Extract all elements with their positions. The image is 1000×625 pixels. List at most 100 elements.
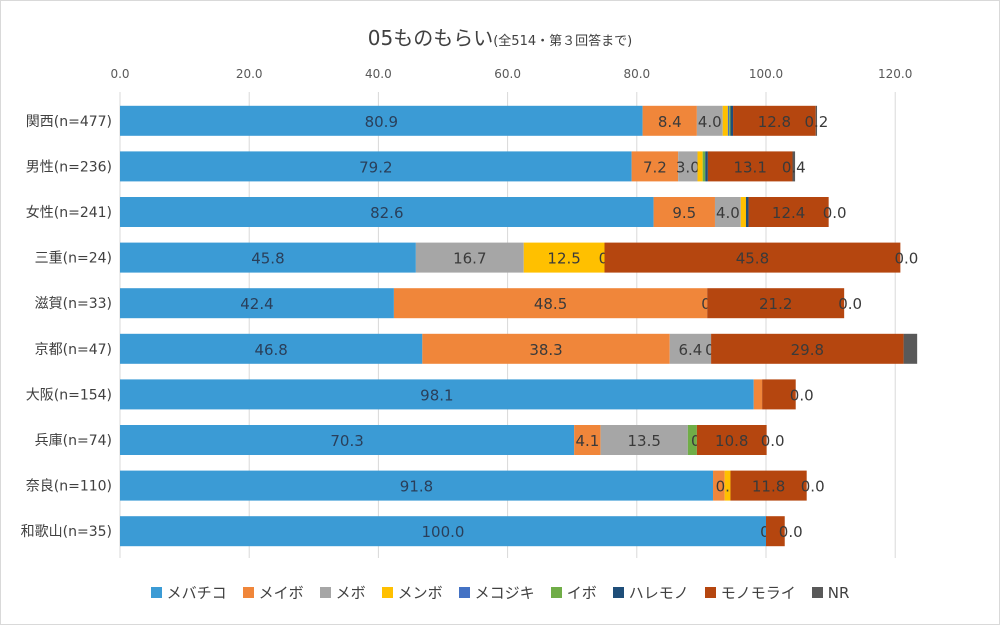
data-label: 11.8 — [752, 478, 785, 496]
legend-swatch — [612, 587, 624, 598]
data-label: 9.5 — [672, 204, 696, 222]
legend-item: メコジキ — [458, 582, 535, 603]
legend-item: メンボ — [381, 582, 443, 603]
bar-segment — [120, 379, 754, 410]
bar-segment — [120, 470, 714, 501]
bar-segment — [574, 425, 601, 455]
bar-segment — [120, 425, 575, 455]
bar-segment — [697, 151, 703, 182]
data-label: 42.4 — [240, 295, 273, 313]
bar-segment — [724, 470, 731, 501]
data-label: 38.3 — [529, 341, 562, 359]
bar-segment — [707, 151, 793, 182]
bar-segment — [678, 151, 698, 182]
data-label: 45.8 — [251, 250, 284, 268]
bar-segment — [631, 151, 679, 182]
bar-segment — [653, 197, 715, 227]
bar-segment — [753, 379, 763, 410]
data-label: 8.4 — [658, 113, 682, 131]
legend-item: メボ — [319, 582, 366, 603]
bar-segment — [722, 105, 728, 136]
legend-swatch — [458, 587, 470, 598]
category-label: 奈良(n=110) — [26, 479, 112, 495]
bar-segment — [711, 333, 904, 364]
bar-segment — [120, 105, 643, 136]
data-label: 13.1 — [733, 158, 766, 176]
bar-segment — [707, 288, 845, 319]
data-label: 45.8 — [736, 250, 769, 268]
chart-subtitle: (全514・第３回答まで) — [493, 34, 633, 49]
data-label: 7.2 — [643, 158, 667, 176]
bar-segment — [696, 425, 767, 455]
legend-label: モノモライ — [720, 584, 796, 602]
data-label: 48.5 — [534, 295, 567, 313]
category-label: 関西(n=477) — [26, 114, 112, 130]
legend-swatch — [381, 587, 393, 598]
category-label: 三重(n=24) — [35, 251, 112, 267]
data-label: 70.3 — [330, 432, 363, 450]
chart-title: 05ものもらい — [367, 26, 494, 50]
x-tick-label: 40.0 — [365, 67, 392, 81]
data-label: 0.0 — [823, 204, 847, 222]
data-label: 79.2 — [359, 158, 392, 176]
bar-segment — [393, 288, 708, 319]
legend-swatch — [704, 587, 716, 598]
data-label: 12.8 — [758, 113, 791, 131]
legend-swatch — [319, 587, 331, 598]
legend-label: NR — [827, 583, 850, 602]
bar-segment — [120, 516, 766, 547]
x-tick-label: 120.0 — [878, 67, 912, 81]
legend-label: メイボ — [258, 584, 304, 602]
data-label: 16.7 — [453, 250, 486, 268]
data-label: 0.2 — [804, 113, 828, 131]
bar-segment — [727, 105, 730, 136]
data-label: 4.0 — [698, 113, 722, 131]
legend-swatch — [811, 587, 823, 598]
bar-segment — [730, 105, 734, 136]
legend-label: メコジキ — [474, 584, 535, 602]
bar-segment — [815, 105, 818, 136]
data-label: 4.0 — [716, 204, 740, 222]
bar-segment — [642, 105, 697, 136]
legend-item: モノモライ — [704, 582, 796, 603]
category-label: 女性(n=241) — [26, 204, 112, 221]
bar-segment — [415, 242, 524, 273]
bar-segment — [713, 470, 725, 501]
bar-segment — [120, 151, 632, 182]
data-label: 0.0 — [761, 432, 785, 450]
data-label: 12.4 — [772, 204, 805, 222]
category-label: 大阪(n=154) — [26, 387, 112, 403]
legend-label: メバチコ — [166, 584, 227, 602]
bar-segment — [748, 197, 829, 227]
bar-segment — [600, 425, 688, 455]
bar-segment — [792, 151, 796, 182]
data-label: 98.1 — [420, 386, 453, 404]
data-label: 13.5 — [628, 432, 661, 450]
data-label: 91.8 — [400, 478, 433, 496]
bar-segment — [766, 516, 785, 547]
category-label: 京都(n=47) — [35, 342, 112, 358]
bar-segment — [604, 242, 901, 273]
bar-segment — [120, 197, 654, 227]
bar-segment — [729, 105, 731, 136]
data-label: 0.0 — [894, 250, 918, 268]
legend-item: メバチコ — [150, 582, 227, 603]
data-label: 6.4 — [678, 341, 702, 359]
category-label: 滋賀(n=33) — [35, 296, 112, 312]
bar-segment — [523, 242, 605, 273]
data-label: 0.4 — [782, 158, 806, 176]
category-label: 兵庫(n=74) — [35, 432, 112, 449]
legend-item: メイボ — [242, 582, 304, 603]
bar-segment — [745, 197, 749, 227]
bar-segment — [730, 470, 807, 501]
legend-label: メンボ — [397, 584, 443, 602]
x-tick-label: 100.0 — [749, 67, 783, 81]
bar-segment — [762, 379, 796, 410]
data-label: 21.2 — [759, 295, 792, 313]
data-label: 0.0 — [790, 386, 814, 404]
bar-segment — [687, 425, 697, 455]
data-label: 4.1 — [575, 432, 599, 450]
data-label: 46.8 — [254, 341, 287, 359]
legend-swatch — [550, 587, 562, 598]
